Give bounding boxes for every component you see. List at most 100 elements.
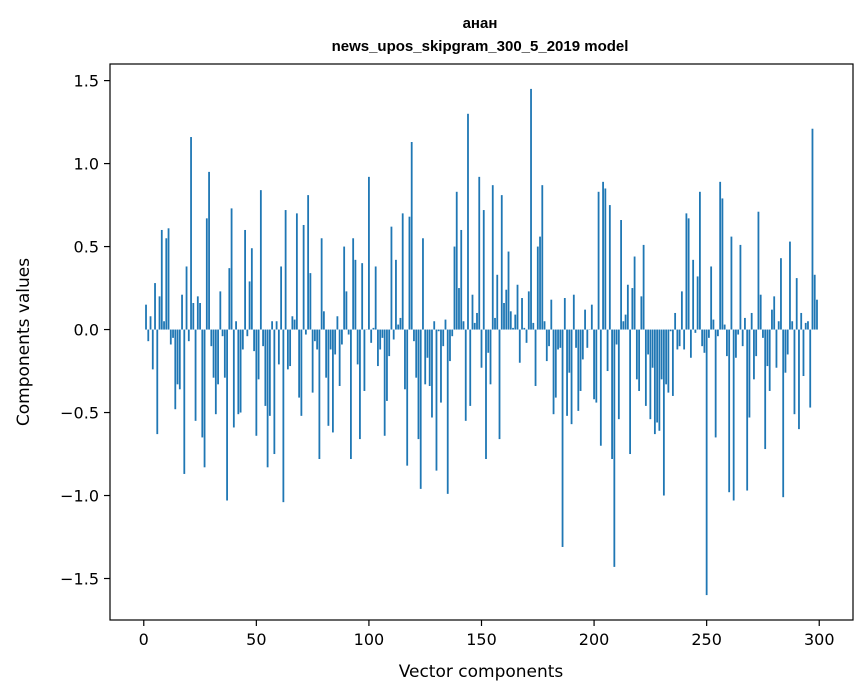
bar xyxy=(498,329,501,440)
bar xyxy=(791,321,794,330)
bar xyxy=(214,329,217,415)
bar xyxy=(379,329,382,350)
x-tick-label: 200 xyxy=(579,630,610,649)
x-tick-label: 50 xyxy=(246,630,266,649)
bar xyxy=(629,329,631,455)
bar xyxy=(807,321,809,330)
bar xyxy=(728,329,731,493)
bar xyxy=(194,329,197,421)
bar xyxy=(199,303,201,330)
bar xyxy=(415,329,418,378)
bar xyxy=(552,329,555,415)
bar xyxy=(575,329,577,348)
bar xyxy=(311,329,314,393)
bar xyxy=(325,329,328,378)
bar xyxy=(248,281,251,330)
bar xyxy=(313,329,316,342)
bar xyxy=(485,329,487,460)
bar xyxy=(201,329,204,438)
bar xyxy=(496,274,499,330)
y-tick-label: −0.5 xyxy=(60,404,99,423)
bar xyxy=(444,319,447,330)
bar xyxy=(635,329,638,380)
bar xyxy=(750,312,753,330)
bar xyxy=(514,314,517,330)
bar xyxy=(176,329,179,385)
y-axis-label: Components values xyxy=(14,258,34,426)
bar xyxy=(413,329,415,342)
bar xyxy=(692,259,695,330)
bar xyxy=(354,259,357,330)
bar xyxy=(699,191,701,330)
bar xyxy=(559,329,562,348)
bar xyxy=(581,329,584,360)
bar xyxy=(599,329,602,446)
bar xyxy=(757,211,760,330)
bar xyxy=(149,316,152,330)
bar xyxy=(392,329,395,340)
bar xyxy=(604,188,607,330)
bar xyxy=(482,210,485,330)
bar xyxy=(273,329,276,455)
bar xyxy=(147,329,150,342)
bar xyxy=(410,142,413,330)
bar xyxy=(764,329,767,450)
bar xyxy=(458,288,460,330)
bar xyxy=(374,266,377,330)
bar xyxy=(167,228,170,330)
bar xyxy=(798,329,800,430)
bar xyxy=(433,321,436,330)
bar xyxy=(680,291,683,330)
bar xyxy=(334,329,337,355)
bar xyxy=(487,329,490,353)
bar xyxy=(509,311,512,330)
bar xyxy=(748,329,751,418)
bar xyxy=(158,296,161,330)
bar xyxy=(165,238,168,330)
bar xyxy=(453,246,456,330)
bar xyxy=(622,321,625,330)
bar xyxy=(543,321,546,330)
bar xyxy=(554,329,557,398)
bar xyxy=(304,329,307,335)
bar xyxy=(512,327,514,330)
bar xyxy=(721,198,724,330)
bar xyxy=(282,329,285,503)
bar xyxy=(694,329,697,333)
bar xyxy=(449,329,451,362)
bar xyxy=(572,294,575,330)
bar xyxy=(804,322,807,330)
bar xyxy=(237,329,240,415)
bar xyxy=(226,329,228,501)
bar xyxy=(431,329,433,418)
x-axis-label: Vector components xyxy=(399,662,564,682)
bar xyxy=(775,329,778,368)
bar xyxy=(212,329,215,378)
bar xyxy=(768,329,771,391)
bar xyxy=(271,321,274,330)
bar xyxy=(386,329,388,401)
bar xyxy=(534,329,537,386)
bar xyxy=(584,309,586,330)
bar xyxy=(320,238,323,330)
bar xyxy=(196,296,199,330)
bar xyxy=(381,329,384,338)
bar xyxy=(746,329,749,491)
bar xyxy=(277,329,280,365)
bar xyxy=(217,329,219,385)
bar xyxy=(205,218,208,330)
bar xyxy=(478,176,481,330)
bar xyxy=(440,329,442,403)
bar xyxy=(426,329,429,358)
bar xyxy=(336,316,339,330)
bar xyxy=(190,137,192,330)
bar xyxy=(563,298,566,330)
bar xyxy=(428,329,431,386)
bar xyxy=(766,329,769,367)
bar xyxy=(789,241,791,330)
x-tick-label: 250 xyxy=(691,630,722,649)
bar xyxy=(322,311,325,330)
bar xyxy=(435,329,438,471)
bar xyxy=(307,195,310,330)
bar xyxy=(678,329,681,347)
